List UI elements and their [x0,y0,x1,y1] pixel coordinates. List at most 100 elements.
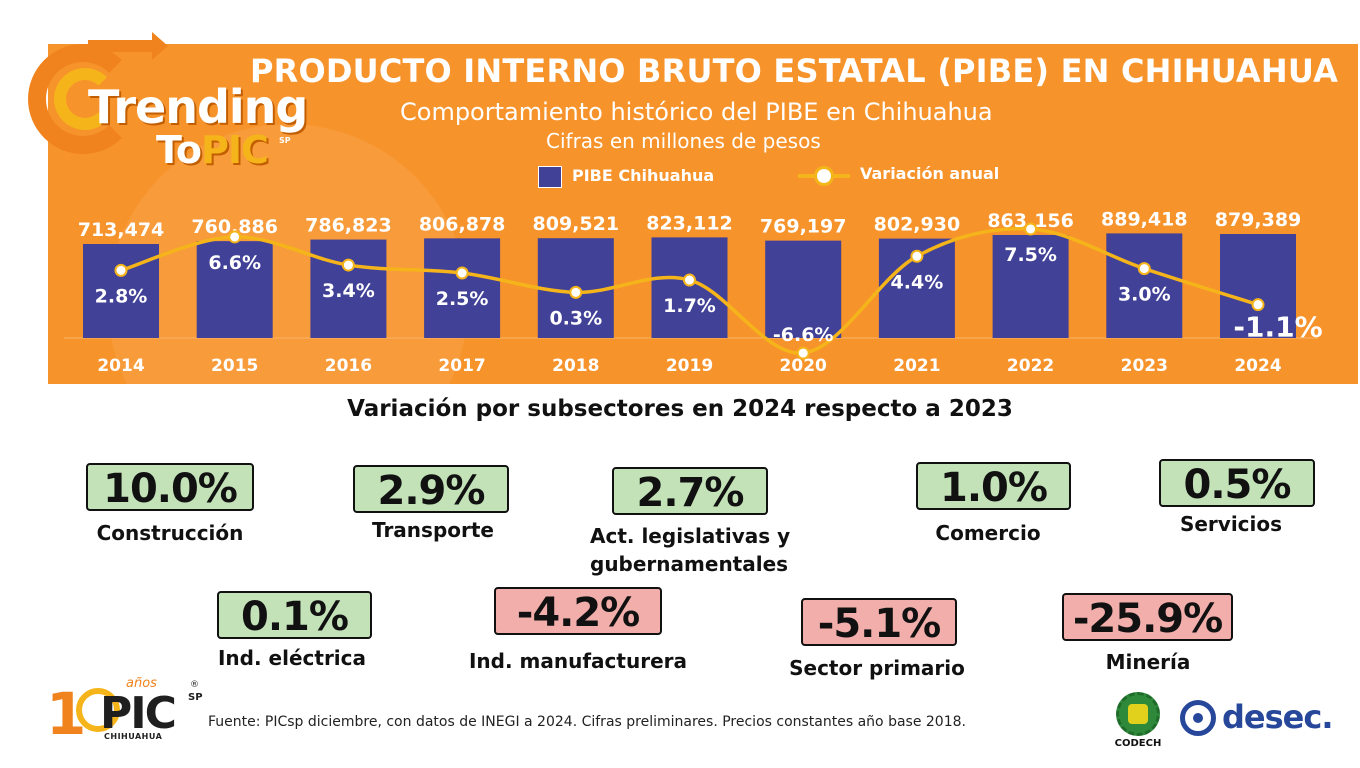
variation-line [120,226,1259,355]
x-tick-label-2024: 2024 [1234,356,1281,376]
subsector-value-sector-primario: -5.1% [801,598,957,647]
bar-value-label-2021: 802,930 [874,214,961,236]
bar-value-label-2018: 809,521 [533,213,620,235]
bar-2017 [424,238,501,338]
subsector-value-servicios: 0.5% [1159,459,1315,508]
bar-value-label-2014: 713,474 [78,219,165,241]
bar-value-label-2022: 863,156 [987,210,1074,232]
subsector-value-ind-manufacturera: -4.2% [494,587,662,636]
subsector-label-construccion: Construcción [96,521,244,545]
x-tick-label-2023: 2023 [1121,356,1168,376]
variation-label-2023: 3.0% [1118,284,1171,306]
variation-point-2015 [228,230,242,244]
subsector-label-ind-electrica: Ind. eléctrica [217,646,367,670]
bar-value-label-2020: 769,197 [760,216,847,238]
logo-word-trending: Trending [88,80,308,134]
variation-point-2022 [1024,222,1038,236]
subsector-label-comercio: Comercio [935,521,1041,545]
desec-mark-icon [1180,700,1216,736]
subsector-label-legislativas-line2: gubernamentales [590,552,789,576]
variation-point-2021 [910,249,924,263]
codech-logo: CODECH [1108,692,1168,752]
bar-value-label-2024: 879,389 [1215,209,1302,231]
x-tick-label-2015: 2015 [211,356,258,376]
logo-sp-small: SP [188,692,203,703]
bar-value-label-2017: 806,878 [419,213,506,235]
bar-value-label-2019: 823,112 [646,212,733,234]
variation-point-2018 [569,285,583,299]
logo-ring [76,688,120,732]
pic-10-anos-logo: 1 años PIC ® SP CHIHUAHUA [46,676,206,748]
subsector-value-mineria: -25.9% [1062,593,1233,642]
desec-logo: desec. [1180,698,1340,742]
subsector-value-ind-electrica: 0.1% [217,591,372,640]
x-tick-label-2022: 2022 [1007,356,1054,376]
source-note: Fuente: PICsp diciembre, con datos de IN… [208,714,966,730]
chart-units: Cifras en millones de pesos [546,129,821,153]
bar-2019 [651,237,728,338]
variation-label-2024: -1.1% [1233,311,1322,344]
logo-word-to: To [156,128,202,172]
bar-value-label-2023: 889,418 [1101,208,1188,230]
x-tick-label-2016: 2016 [325,356,372,376]
trending-topic-logo: Trending ToPIC SP [28,30,328,180]
legend-line-label: Variación anual [860,164,1000,183]
subsector-value-construccion: 10.0% [86,463,254,512]
variation-point-2024 [1251,298,1265,312]
variation-label-2017: 2.5% [436,288,489,310]
variation-label-2018: 0.3% [549,307,602,329]
subsector-label-mineria: Minería [1105,650,1191,674]
desec-wordmark: desec. [1222,698,1333,736]
x-tick-label-2021: 2021 [893,356,940,376]
logo-sp: SP [279,136,291,145]
bar-value-label-2016: 786,823 [305,215,392,237]
logo-word-topic: ToPIC [156,128,269,172]
legend-bar-swatch [538,166,562,188]
x-tick-label-2014: 2014 [97,356,144,376]
variation-point-2023 [1137,262,1151,276]
page-title: PRODUCTO INTERNO BRUTO ESTATAL (PIBE) EN… [250,52,1339,90]
bar-2015 [196,241,273,338]
x-tick-label-2017: 2017 [438,356,485,376]
legend-line-marker [814,166,834,186]
legend-bar-label: PIBE Chihuahua [572,166,715,185]
pibe-chart: 713,474 2014 760,886 2015 786,823 2016 806,878… [64,208,1323,376]
variation-label-2016: 3.4% [322,280,375,302]
variation-label-2021: 4.4% [891,271,944,293]
section-title: Variación por subsectores en 2024 respec… [347,396,1013,422]
x-tick-label-2019: 2019 [666,356,713,376]
x-tick-label-2018: 2018 [552,356,599,376]
variation-point-2017 [455,266,469,280]
variation-label-2015: 6.6% [208,252,261,274]
codech-core-icon [1128,704,1148,724]
variation-point-2019 [683,273,696,287]
bar-2022 [992,234,1069,338]
codech-label: CODECH [1114,738,1162,749]
subsector-label-legislativas: Act. legislativas y [590,524,791,548]
x-tick-label-2020: 2020 [780,356,827,376]
logo-digit-one: 1 [46,680,86,748]
banner-watermark [108,124,468,484]
subsector-value-transporte: 2.9% [353,465,509,514]
chart-subtitle: Comportamiento histórico del PIBE en Chi… [400,98,993,126]
subsector-value-legislativas: 2.7% [612,467,768,516]
subsector-label-sector-primario: Sector primario [789,656,965,680]
variation-point-2016 [341,258,355,272]
logo-word-pic: PIC [200,128,269,172]
subsector-label-servicios: Servicios [1179,512,1283,536]
variation-label-2019: 1.7% [663,295,716,317]
variation-point-2020 [796,346,810,360]
subsector-label-transporte: Transporte [372,518,494,542]
logo-pic: PIC [100,688,177,739]
subsector-label-ind-manufacturera: Ind. manufacturera [468,649,687,673]
logo-registered: ® [190,680,199,690]
variation-label-2022: 7.5% [1004,244,1057,266]
bar-2024 [1220,234,1296,338]
variation-label-2020: -6.6% [773,324,834,346]
subsector-value-comercio: 1.0% [916,462,1071,511]
bar-2020 [765,240,842,338]
bar-2023 [1106,233,1183,338]
logo-city: CHIHUAHUA [104,732,163,741]
logo-arrow-icon [88,32,168,60]
bar-value-label-2015: 760,886 [191,216,278,238]
